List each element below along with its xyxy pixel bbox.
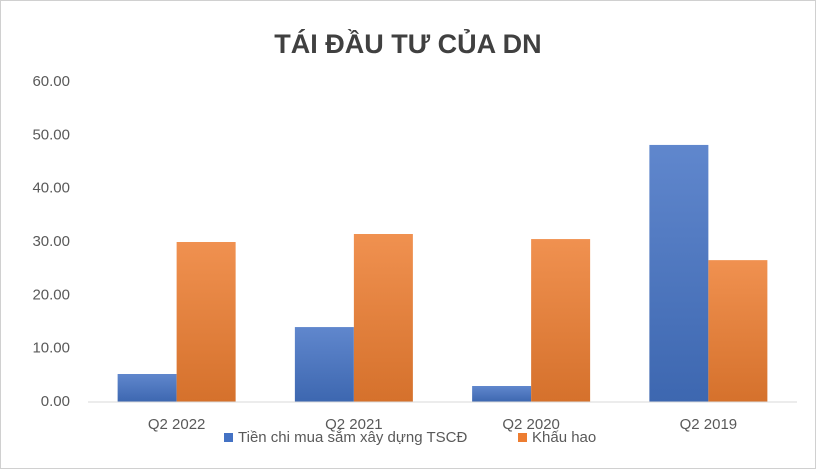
legend-label: Tiền chi mua sắm xây dựng TSCĐ xyxy=(238,429,467,446)
bar xyxy=(649,144,709,402)
x-tick-label: Q2 2020 xyxy=(502,416,560,433)
y-tick-label: 10.00 xyxy=(32,340,70,357)
y-tick-label: 20.00 xyxy=(32,286,70,303)
bar xyxy=(531,239,591,402)
y-tick-label: 50.00 xyxy=(32,126,70,143)
legend-label: Khấu hao xyxy=(532,429,596,446)
y-tick-label: 30.00 xyxy=(32,233,70,250)
bar xyxy=(708,260,768,402)
legend-swatch xyxy=(224,433,233,442)
x-tick-label: Q2 2022 xyxy=(148,416,206,433)
chart-title: TÁI ĐẦU TƯ CỦA DN xyxy=(274,27,541,59)
bar xyxy=(353,234,413,402)
y-tick-label: 0.00 xyxy=(41,393,70,410)
y-tick-label: 40.00 xyxy=(32,180,70,197)
y-tick-label: 60.00 xyxy=(32,73,70,90)
bar xyxy=(176,242,236,402)
legend-swatch xyxy=(518,433,527,442)
bar xyxy=(472,386,532,402)
x-tick-label: Q2 2019 xyxy=(680,416,738,433)
x-tick-label: Q2 2021 xyxy=(325,416,383,433)
bar xyxy=(117,374,177,402)
bar xyxy=(294,327,354,402)
